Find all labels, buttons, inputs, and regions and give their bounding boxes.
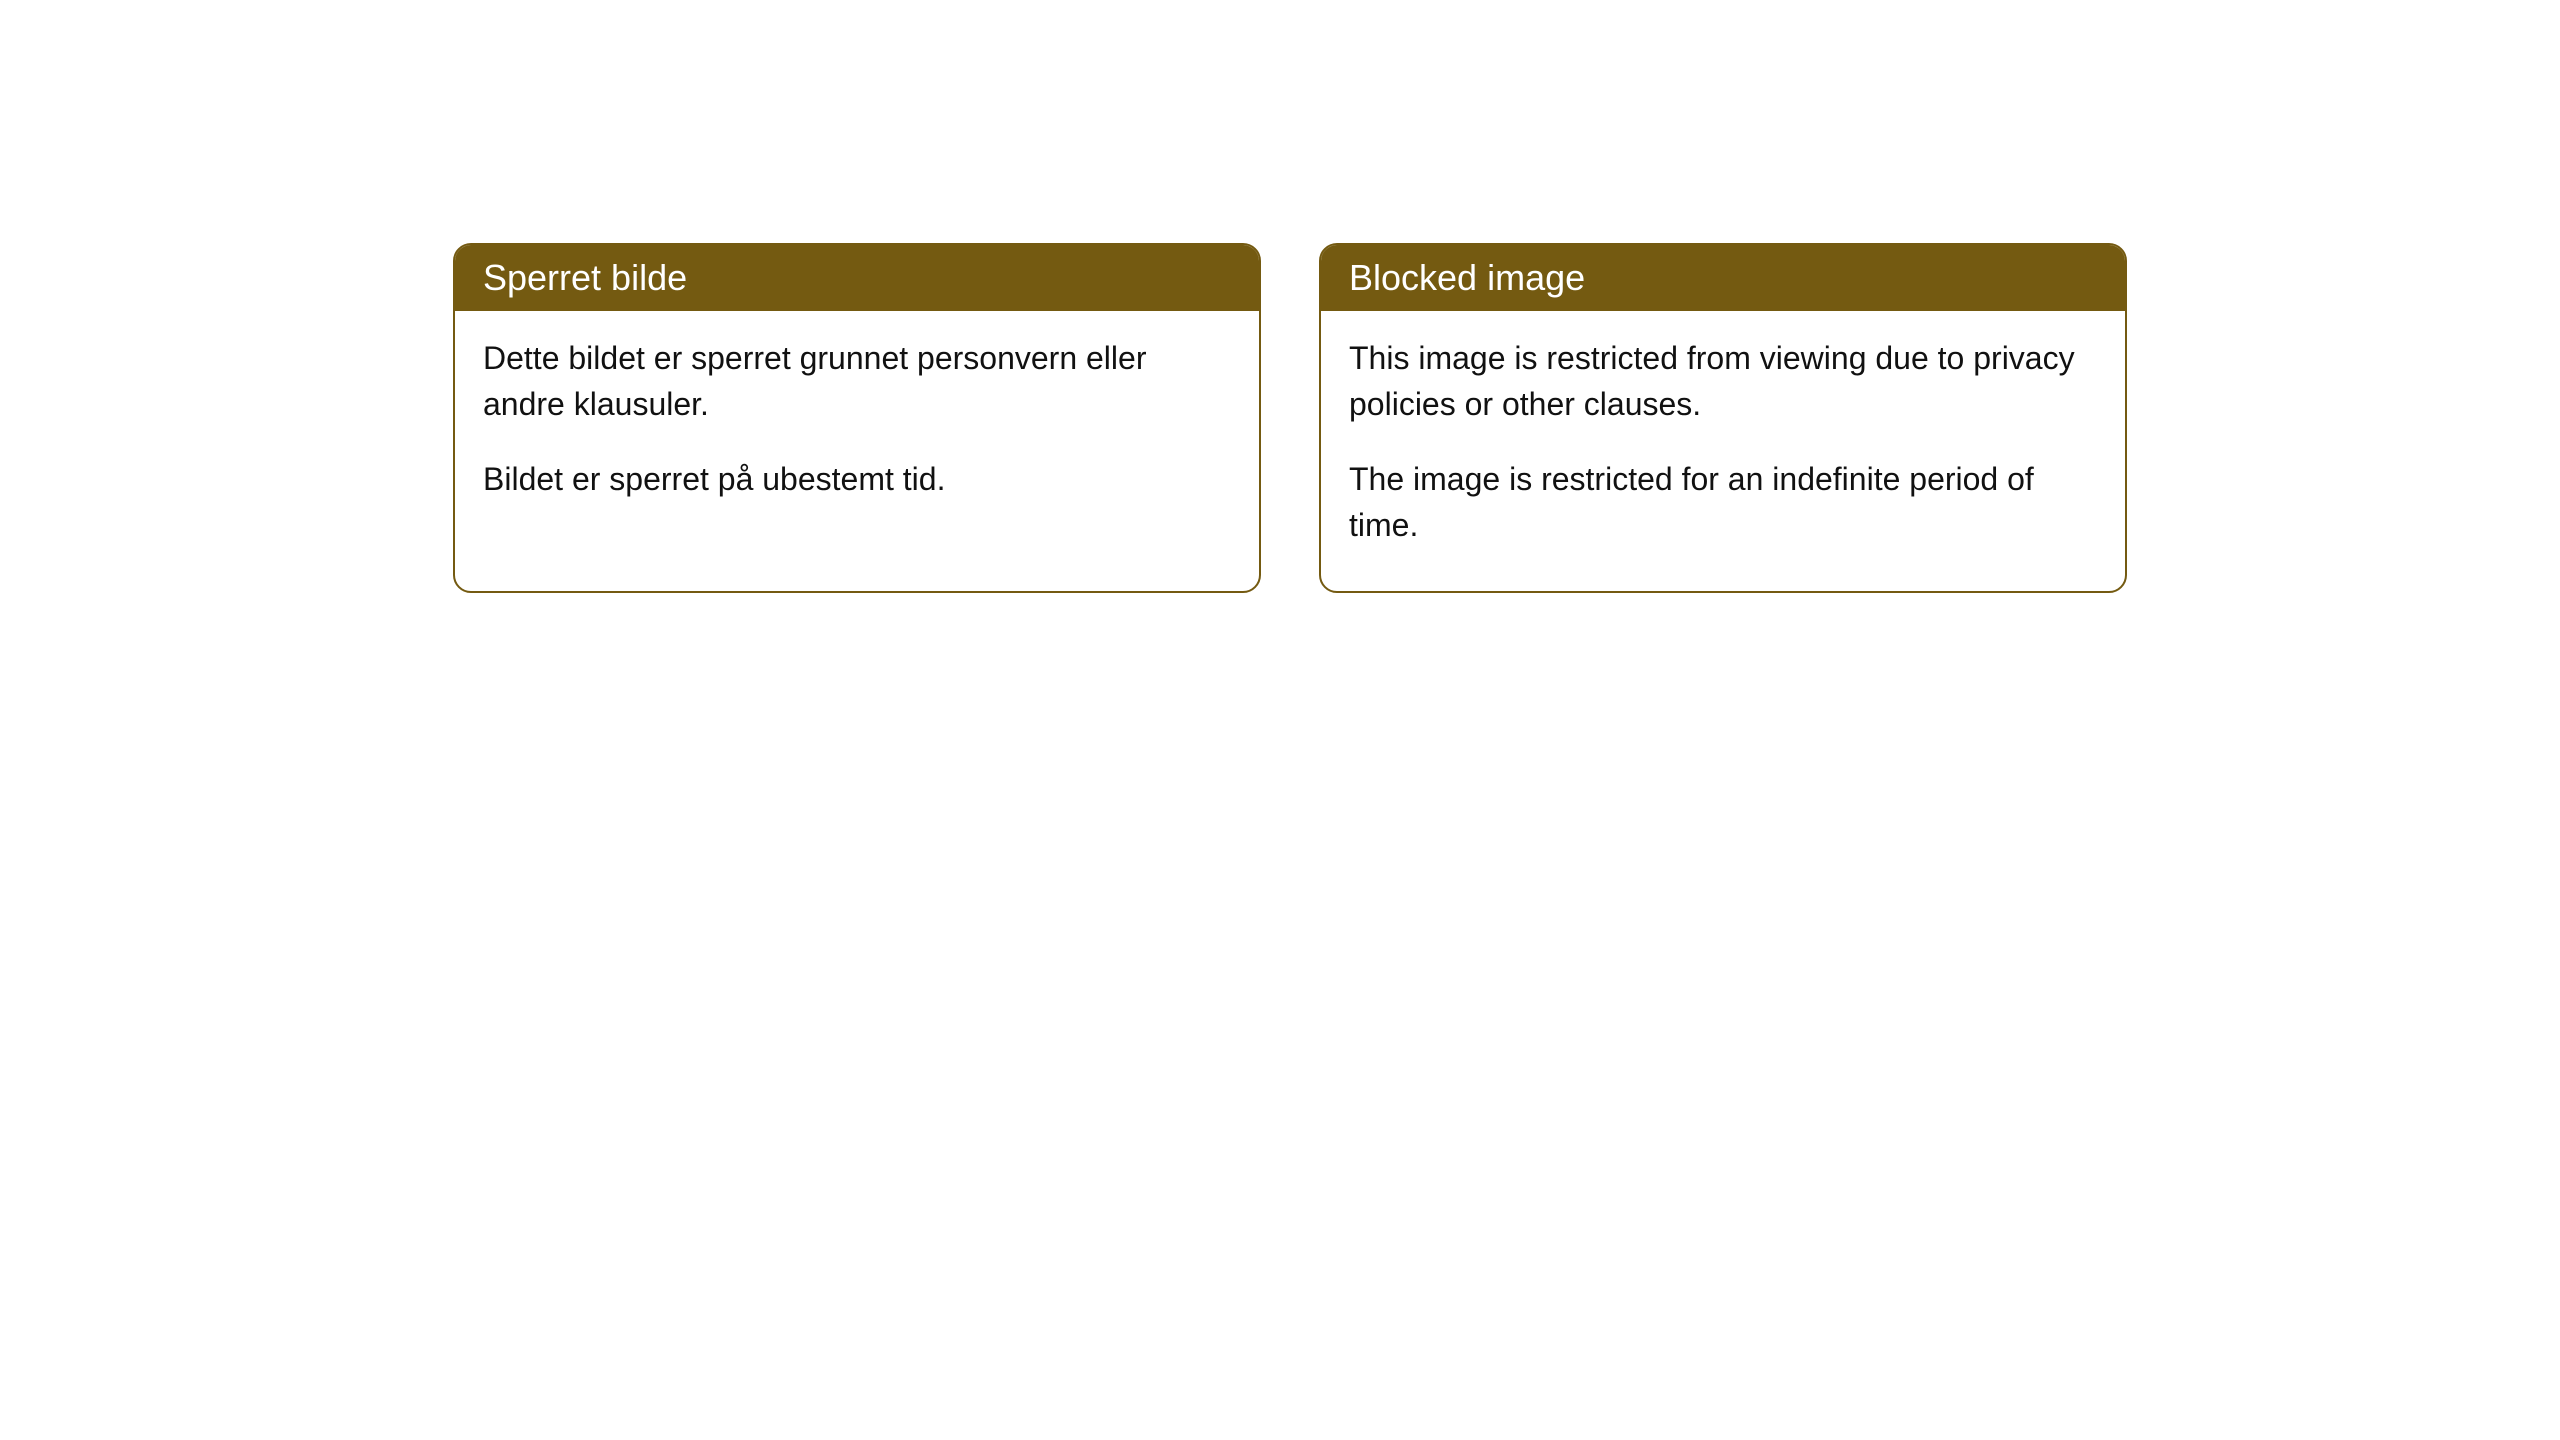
- card-body: This image is restricted from viewing du…: [1321, 311, 2125, 591]
- card-paragraph: The image is restricted for an indefinit…: [1349, 456, 2097, 549]
- card-title: Blocked image: [1349, 257, 1585, 298]
- card-paragraph: Dette bildet er sperret grunnet personve…: [483, 335, 1231, 428]
- notice-card-norwegian: Sperret bilde Dette bildet er sperret gr…: [453, 243, 1261, 593]
- card-body: Dette bildet er sperret grunnet personve…: [455, 311, 1259, 544]
- card-paragraph: This image is restricted from viewing du…: [1349, 335, 2097, 428]
- card-paragraph: Bildet er sperret på ubestemt tid.: [483, 456, 1231, 502]
- notice-cards-container: Sperret bilde Dette bildet er sperret gr…: [453, 243, 2127, 593]
- notice-card-english: Blocked image This image is restricted f…: [1319, 243, 2127, 593]
- card-header: Blocked image: [1321, 245, 2125, 311]
- card-title: Sperret bilde: [483, 257, 687, 298]
- card-header: Sperret bilde: [455, 245, 1259, 311]
